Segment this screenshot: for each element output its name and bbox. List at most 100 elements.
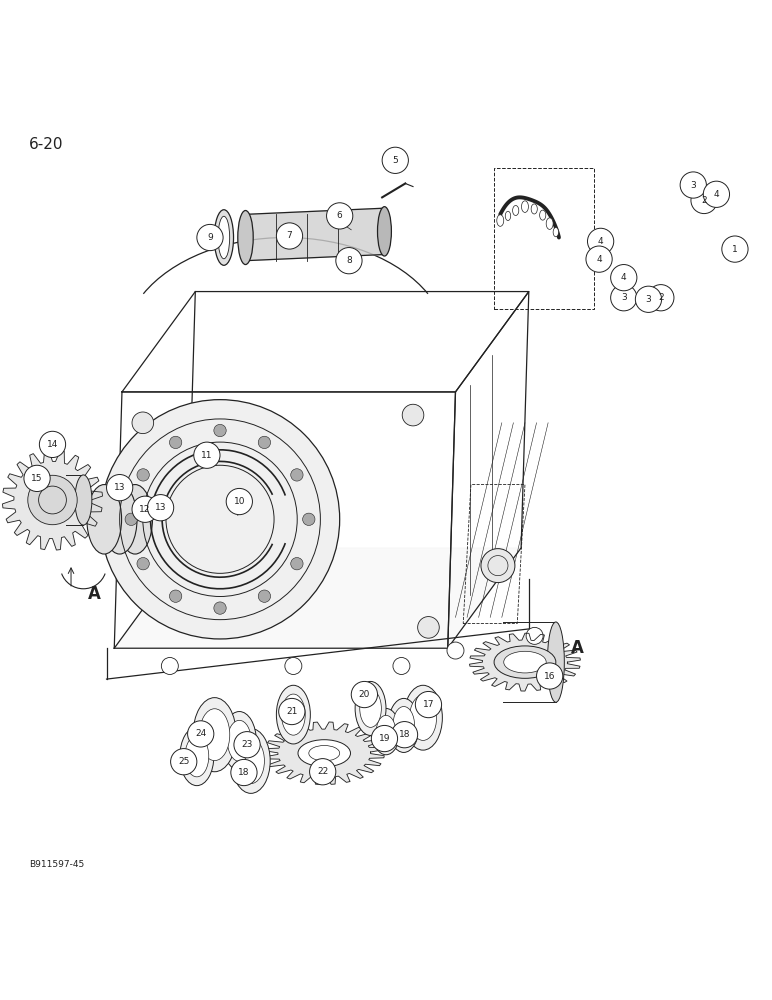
Ellipse shape [372, 708, 400, 755]
Circle shape [703, 181, 730, 207]
Circle shape [481, 549, 515, 583]
Text: 13: 13 [155, 503, 166, 512]
Text: 15: 15 [32, 474, 42, 483]
Text: 24: 24 [195, 729, 206, 738]
Ellipse shape [378, 207, 391, 256]
Circle shape [197, 224, 223, 251]
Circle shape [100, 400, 340, 639]
Text: 4: 4 [598, 237, 604, 246]
Circle shape [351, 681, 378, 708]
Ellipse shape [185, 736, 208, 777]
Circle shape [258, 436, 270, 449]
Ellipse shape [497, 215, 503, 226]
Text: 4: 4 [621, 273, 627, 282]
Circle shape [258, 590, 270, 602]
Ellipse shape [199, 709, 230, 761]
Ellipse shape [388, 698, 419, 752]
Circle shape [680, 172, 706, 198]
Text: 6-20: 6-20 [29, 137, 64, 152]
Circle shape [132, 496, 158, 522]
Ellipse shape [282, 694, 305, 735]
Text: 22: 22 [317, 767, 328, 776]
Ellipse shape [553, 227, 558, 237]
Ellipse shape [494, 646, 556, 678]
Text: 8: 8 [346, 256, 352, 265]
Circle shape [587, 228, 614, 255]
Polygon shape [245, 208, 384, 261]
Ellipse shape [75, 475, 92, 525]
Circle shape [234, 732, 260, 758]
Ellipse shape [376, 715, 396, 748]
Text: 2: 2 [701, 196, 707, 205]
Text: 20: 20 [359, 690, 370, 699]
Circle shape [722, 236, 748, 262]
Ellipse shape [238, 211, 253, 265]
Ellipse shape [531, 204, 537, 214]
Text: 14: 14 [47, 440, 58, 449]
Text: 2: 2 [658, 293, 664, 302]
Circle shape [327, 203, 353, 229]
Circle shape [418, 617, 439, 638]
Circle shape [291, 558, 303, 570]
Text: 3: 3 [621, 293, 627, 302]
Ellipse shape [409, 695, 437, 740]
Circle shape [537, 663, 563, 689]
Circle shape [310, 759, 336, 785]
Text: 17: 17 [423, 700, 434, 709]
Ellipse shape [218, 216, 229, 259]
Circle shape [147, 495, 174, 521]
Circle shape [611, 285, 637, 311]
Text: 18: 18 [239, 768, 249, 777]
Circle shape [231, 759, 257, 786]
Ellipse shape [298, 740, 350, 767]
Text: 3: 3 [690, 181, 696, 190]
Circle shape [39, 431, 66, 458]
Text: 25: 25 [178, 757, 189, 766]
Circle shape [279, 698, 305, 725]
Polygon shape [2, 450, 103, 550]
Ellipse shape [404, 685, 442, 750]
Text: 3: 3 [645, 295, 652, 304]
Circle shape [611, 265, 637, 291]
Circle shape [285, 657, 302, 674]
Text: 5: 5 [392, 156, 398, 165]
Circle shape [303, 513, 315, 525]
Text: 12: 12 [140, 505, 151, 514]
Circle shape [137, 558, 149, 570]
Circle shape [402, 404, 424, 426]
Ellipse shape [521, 201, 528, 212]
Text: 4: 4 [713, 190, 720, 199]
Circle shape [226, 488, 252, 515]
Ellipse shape [355, 681, 386, 735]
Polygon shape [469, 633, 581, 691]
Circle shape [391, 722, 418, 748]
Circle shape [39, 486, 66, 514]
Circle shape [137, 469, 149, 481]
Circle shape [28, 475, 77, 525]
Circle shape [382, 147, 408, 173]
Circle shape [125, 513, 137, 525]
Ellipse shape [238, 738, 264, 784]
Text: 16: 16 [544, 672, 555, 681]
Circle shape [169, 590, 181, 602]
Circle shape [276, 223, 303, 249]
Circle shape [24, 465, 50, 492]
Circle shape [194, 442, 220, 468]
Circle shape [527, 627, 543, 644]
Circle shape [291, 469, 303, 481]
Text: 18: 18 [399, 730, 410, 739]
Text: 13: 13 [114, 483, 125, 492]
Circle shape [415, 691, 442, 718]
Circle shape [161, 657, 178, 674]
Ellipse shape [228, 720, 251, 761]
Circle shape [214, 602, 226, 614]
Circle shape [447, 642, 464, 659]
Ellipse shape [547, 622, 564, 702]
Circle shape [169, 436, 181, 449]
Ellipse shape [503, 651, 546, 673]
Ellipse shape [232, 729, 270, 793]
Text: 23: 23 [242, 740, 252, 749]
Ellipse shape [86, 485, 121, 554]
Ellipse shape [180, 727, 214, 786]
Text: A: A [88, 585, 100, 603]
